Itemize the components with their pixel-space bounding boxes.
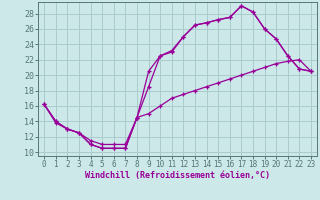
X-axis label: Windchill (Refroidissement éolien,°C): Windchill (Refroidissement éolien,°C): [85, 171, 270, 180]
